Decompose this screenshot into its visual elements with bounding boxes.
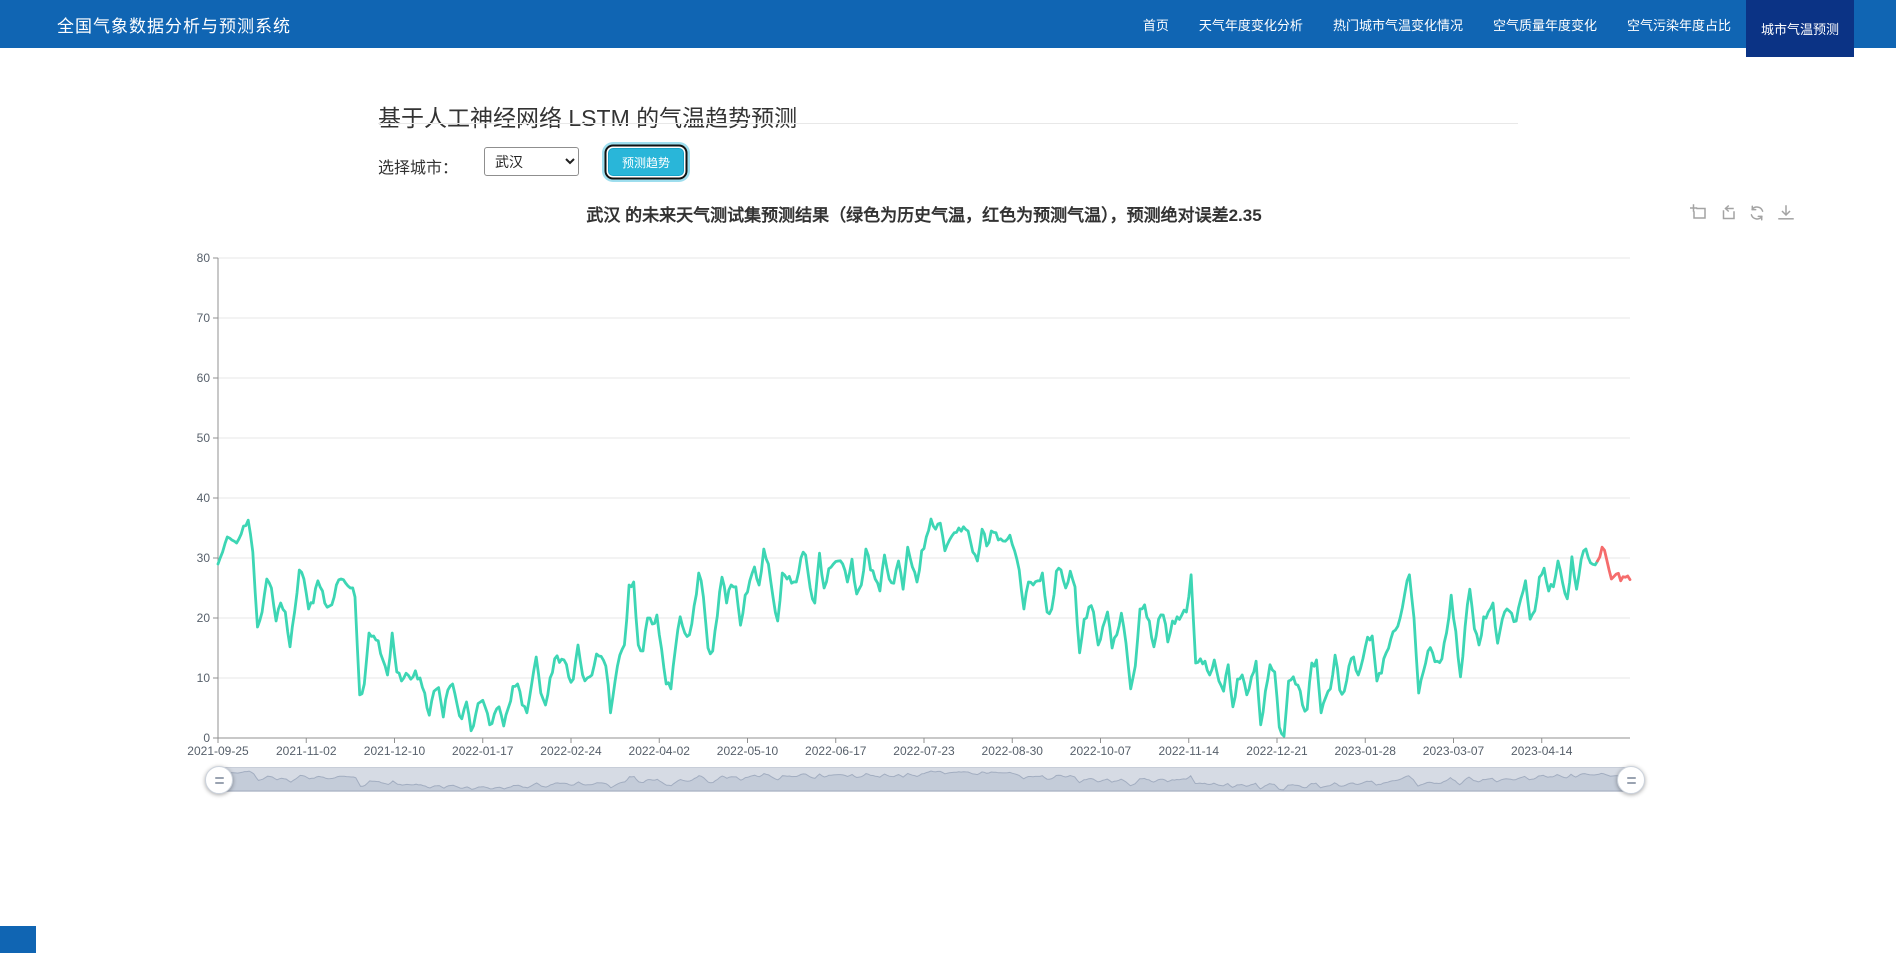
series-history <box>216 517 1599 738</box>
y-axis-label: 80 <box>196 251 210 265</box>
x-axis-label: 2022-02-24 <box>540 744 602 758</box>
page-title: 基于人工神经网络 LSTM 的气温趋势预测 <box>378 105 798 132</box>
city-select[interactable]: 武汉 <box>484 147 579 176</box>
x-axis-label: 2022-10-07 <box>1069 744 1132 758</box>
nav-item[interactable]: 天气年度变化分析 <box>1198 17 1303 33</box>
title-divider <box>378 123 1518 124</box>
nav-item[interactable]: 首页 <box>1142 17 1169 33</box>
y-axis-label: 30 <box>196 551 210 565</box>
nav-menu: 首页 天气年度变化分析 热门城市气温变化情况 空气质量年度变化 空气污染年度占比 城市气温… <box>1128 0 1854 57</box>
zoom-select-icon[interactable] <box>1690 204 1708 222</box>
series-predicted <box>1596 545 1632 583</box>
x-axis-label: 2021-11-02 <box>276 744 337 758</box>
predict-trend-button[interactable]: 预测趋势 <box>608 148 685 176</box>
x-axis-label: 2023-01-28 <box>1334 744 1396 758</box>
datazoom-slider[interactable] <box>218 767 1630 792</box>
y-axis-label: 70 <box>196 311 210 325</box>
datazoom-shadow <box>219 770 1629 791</box>
x-axis-label: 2023-04-14 <box>1511 744 1573 758</box>
y-axis-label: 40 <box>196 491 210 505</box>
nav-item[interactable]: 热门城市气温变化情况 <box>1332 17 1463 33</box>
y-axis-label: 0 <box>203 731 210 745</box>
y-axis-label: 60 <box>196 371 210 385</box>
x-axis-label: 2023-03-07 <box>1422 744 1485 758</box>
x-axis-label: 2022-01-17 <box>452 744 514 758</box>
nav-item[interactable]: 空气质量年度变化 <box>1492 17 1597 33</box>
nav-item[interactable]: 空气污染年度占比 <box>1626 17 1731 33</box>
x-axis-label: 2022-08-30 <box>981 744 1043 758</box>
chart-toolbox <box>1690 204 1795 222</box>
chart-title: 武汉 的未来天气测试集预测结果（绿色为历史气温，红色为预测气温），预测绝对误差2… <box>586 206 1262 225</box>
y-axis-label: 20 <box>196 611 210 625</box>
x-axis-label: 2021-12-10 <box>363 744 426 758</box>
y-axis-label: 10 <box>196 671 210 685</box>
x-axis-label: 2022-05-10 <box>716 744 779 758</box>
datazoom-right-handle[interactable] <box>1617 766 1645 794</box>
x-axis-label: 2022-07-23 <box>893 744 955 758</box>
footer-strip <box>0 926 36 953</box>
navbar: 全国气象数据分析与预测系统 首页 天气年度变化分析 热门城市气温变化情况 空气质量年度… <box>0 0 1896 57</box>
zoom-reset-icon[interactable] <box>1719 204 1737 222</box>
datazoom-left-handle[interactable] <box>205 766 233 794</box>
app-title: 全国气象数据分析与预测系统 <box>57 16 291 36</box>
x-axis-label: 2022-11-14 <box>1158 744 1220 758</box>
city-select-label: 选择城市： <box>378 160 459 177</box>
x-axis-label: 2022-04-02 <box>628 744 690 758</box>
restore-icon[interactable] <box>1748 204 1766 222</box>
x-axis-label: 2022-06-17 <box>805 744 867 758</box>
save-image-icon[interactable] <box>1777 204 1795 222</box>
x-axis-label: 2022-12-21 <box>1246 744 1308 758</box>
x-axis-label: 2021-09-25 <box>187 744 249 758</box>
y-axis-label: 50 <box>196 431 210 445</box>
nav-item[interactable]: 城市气温预测 <box>1745 0 1854 57</box>
